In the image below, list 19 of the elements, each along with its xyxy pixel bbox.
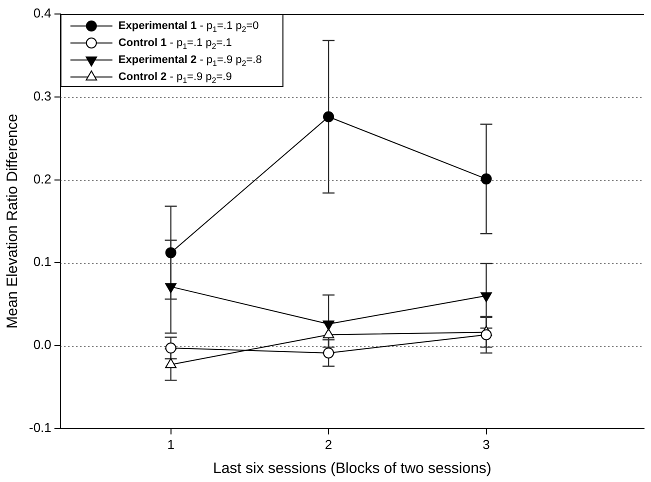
x-tick-label: 3 bbox=[482, 436, 490, 452]
point bbox=[165, 342, 176, 354]
x-tick-label: 2 bbox=[324, 436, 332, 452]
y-tick-label: 0.2 bbox=[33, 171, 52, 186]
y-tick-label: 0.4 bbox=[33, 6, 52, 21]
point bbox=[480, 173, 492, 184]
point bbox=[165, 358, 177, 368]
y-axis-title: Mean Elevation Ratio Difference bbox=[4, 114, 22, 329]
point bbox=[480, 329, 492, 340]
y-tick-label: -0.1 bbox=[28, 420, 52, 435]
point bbox=[165, 247, 176, 258]
x-tick-label: 1 bbox=[167, 436, 174, 452]
x-axis-title: Last six sessions (Blocks of two sessions) bbox=[212, 460, 492, 478]
y-tick-label: 0.1 bbox=[33, 254, 52, 270]
point bbox=[323, 111, 334, 122]
y-tick-label: 0.0 bbox=[33, 337, 52, 352]
point bbox=[323, 347, 334, 358]
y-tick-label: 0.3 bbox=[33, 88, 52, 104]
point bbox=[322, 328, 334, 338]
